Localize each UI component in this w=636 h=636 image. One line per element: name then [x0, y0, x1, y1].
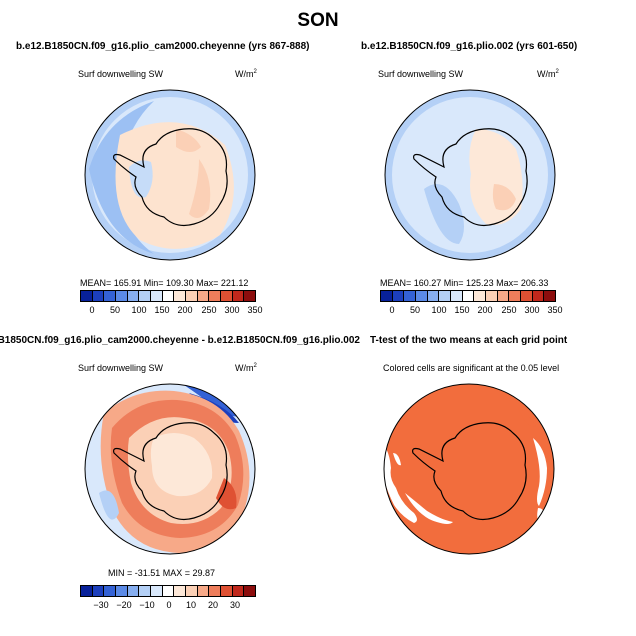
panel1-tick: 200	[177, 305, 193, 315]
panel1-tick: 300	[224, 305, 240, 315]
panel4-subtitle: Colored cells are significant at the 0.0…	[383, 363, 560, 373]
panel3-tick: −20	[116, 600, 132, 610]
panel2-tick: 200	[477, 305, 493, 315]
panel2-units: W/m2	[537, 69, 559, 79]
panel1-units: W/m2	[235, 69, 257, 79]
panel1-tick: 100	[131, 305, 147, 315]
panel3-title: B1850CN.f09_g16.plio_cam2000.cheyenne - …	[0, 335, 360, 346]
panel4-title: T-test of the two means at each grid poi…	[370, 335, 568, 346]
panel3-map	[84, 383, 256, 555]
panel2-tick: 250	[501, 305, 517, 315]
panel3-stats: MIN = -31.51 MAX = 29.87	[108, 568, 216, 578]
panel2-stats: MEAN= 160.27 Min= 125.23 Max= 206.33	[380, 278, 549, 288]
panel1-tick: 150	[154, 305, 170, 315]
panel1-tick: 350	[247, 305, 263, 315]
figure-title: SON	[297, 10, 339, 31]
panel2-tick: 50	[409, 305, 421, 315]
panel3-tick: 20	[207, 600, 219, 610]
panel2-colorbar	[380, 290, 556, 302]
panel2-tick: 350	[547, 305, 563, 315]
panel3-colorbar	[80, 585, 256, 597]
panel1-colorbar	[80, 290, 256, 302]
panel1-tick: 50	[109, 305, 121, 315]
panel2-tick: 0	[389, 305, 395, 315]
panel3-tick: 30	[229, 600, 241, 610]
panel3-tick: −30	[93, 600, 109, 610]
panel3-variable: Surf downwelling SW	[78, 363, 164, 373]
panel2-tick: 100	[431, 305, 447, 315]
panel1-tick: 0	[89, 305, 95, 315]
panel1-title: b.e12.B1850CN.f09_g16.plio_cam2000.cheye…	[16, 41, 310, 52]
panel1-tick: 250	[201, 305, 217, 315]
panel3-tick: −10	[139, 600, 155, 610]
panel2-title: b.e12.B1850CN.f09_g16.plio.002 (yrs 601-…	[361, 41, 578, 52]
panel1-variable: Surf downwelling SW	[78, 69, 164, 79]
panel3-tick: 10	[185, 600, 197, 610]
panel2-tick: 300	[524, 305, 540, 315]
panel3-units: W/m2	[235, 363, 257, 373]
panel1-stats: MEAN= 165.91 Min= 109.30 Max= 221.12	[80, 278, 249, 288]
panel2-map	[384, 89, 556, 261]
panel2-tick: 150	[454, 305, 470, 315]
panel1-map	[84, 89, 256, 261]
panel2-variable: Surf downwelling SW	[378, 69, 464, 79]
panel3-tick: 0	[166, 600, 172, 610]
panel4-map	[383, 383, 555, 555]
